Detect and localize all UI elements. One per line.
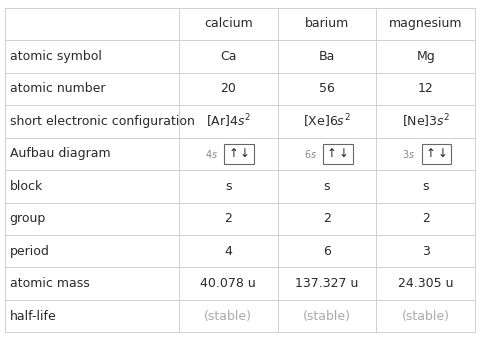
- Bar: [323, 144, 353, 164]
- Text: magnesium: magnesium: [389, 17, 463, 30]
- Text: ↓: ↓: [438, 147, 447, 160]
- Text: atomic number: atomic number: [10, 82, 105, 96]
- Text: 4: 4: [224, 245, 232, 258]
- Text: calcium: calcium: [204, 17, 252, 30]
- Text: (stable): (stable): [303, 310, 351, 323]
- Text: Mg: Mg: [417, 50, 435, 63]
- Text: 40.078 u: 40.078 u: [200, 277, 256, 290]
- Text: short electronic configuration: short electronic configuration: [10, 115, 194, 128]
- Text: Ba: Ba: [319, 50, 335, 63]
- Text: $3\mathit{s}$: $3\mathit{s}$: [402, 148, 416, 160]
- Text: $4\mathit{s}$: $4\mathit{s}$: [205, 148, 218, 160]
- Text: half-life: half-life: [10, 310, 56, 323]
- Text: barium: barium: [305, 17, 349, 30]
- Text: 20: 20: [220, 82, 236, 96]
- Text: $[\mathrm{Xe}]6\mathit{s}^{2}$: $[\mathrm{Xe}]6\mathit{s}^{2}$: [303, 113, 351, 130]
- Text: 24.305 u: 24.305 u: [398, 277, 454, 290]
- Text: block: block: [10, 180, 43, 193]
- Text: ↑: ↑: [327, 147, 337, 160]
- Text: Aufbau diagram: Aufbau diagram: [10, 147, 110, 160]
- Text: period: period: [10, 245, 49, 258]
- Text: 2: 2: [422, 212, 430, 225]
- Text: group: group: [10, 212, 46, 225]
- Text: s: s: [422, 180, 429, 193]
- Text: $[\mathrm{Ne}]3\mathit{s}^{2}$: $[\mathrm{Ne}]3\mathit{s}^{2}$: [402, 113, 450, 130]
- Bar: [422, 144, 452, 164]
- Text: ↓: ↓: [339, 147, 349, 160]
- Text: ↑: ↑: [228, 147, 238, 160]
- Text: 3: 3: [422, 245, 430, 258]
- Text: s: s: [324, 180, 330, 193]
- Text: $[\mathrm{Ar}]4\mathit{s}^{2}$: $[\mathrm{Ar}]4\mathit{s}^{2}$: [206, 113, 251, 130]
- Text: (stable): (stable): [204, 310, 252, 323]
- Text: atomic mass: atomic mass: [10, 277, 89, 290]
- Text: ↑: ↑: [426, 147, 436, 160]
- Text: 12: 12: [418, 82, 434, 96]
- Bar: [224, 144, 254, 164]
- Text: (stable): (stable): [402, 310, 450, 323]
- Text: Ca: Ca: [220, 50, 237, 63]
- Text: 137.327 u: 137.327 u: [295, 277, 359, 290]
- Text: $6\mathit{s}$: $6\mathit{s}$: [304, 148, 317, 160]
- Text: 2: 2: [323, 212, 331, 225]
- Text: atomic symbol: atomic symbol: [10, 50, 101, 63]
- Text: 6: 6: [323, 245, 331, 258]
- Text: ↓: ↓: [240, 147, 250, 160]
- Text: 2: 2: [224, 212, 232, 225]
- Text: 56: 56: [319, 82, 335, 96]
- Text: s: s: [225, 180, 231, 193]
